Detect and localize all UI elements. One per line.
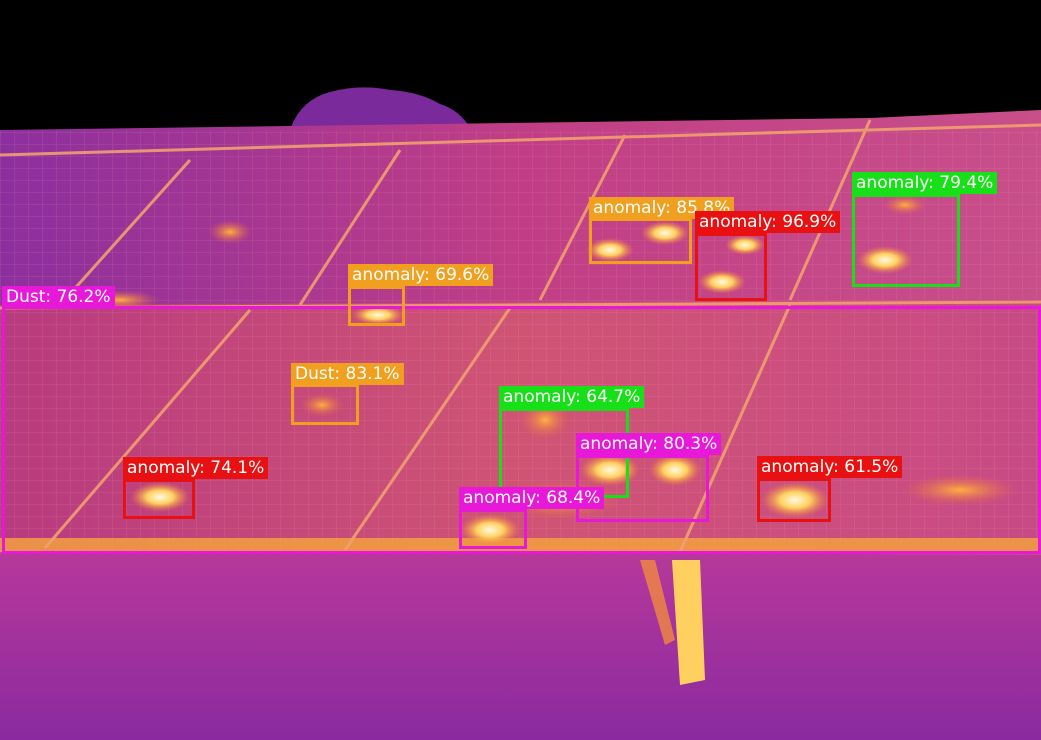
det-anomaly-741-label: anomaly: 74.1% [123, 457, 269, 479]
det-anomaly-794-box [852, 194, 960, 287]
det-anomaly-794-label: anomaly: 79.4% [852, 172, 998, 194]
det-anomaly-647-label: anomaly: 64.7% [499, 386, 645, 408]
det-dust-831-box [291, 384, 359, 425]
det-dust-762-label: Dust: 76.2% [2, 286, 115, 308]
det-anomaly-696-label: anomaly: 69.6% [348, 264, 494, 286]
det-anomaly-684-box [459, 509, 527, 549]
det-anomaly-696-box [348, 286, 405, 326]
det-anomaly-969-box [695, 233, 767, 301]
det-dust-831-label: Dust: 83.1% [291, 363, 404, 385]
det-anomaly-969-label: anomaly: 96.9% [695, 211, 841, 233]
det-anomaly-741-box [123, 479, 195, 519]
det-anomaly-615-box [757, 478, 831, 522]
det-anomaly-684-label: anomaly: 68.4% [459, 487, 605, 509]
det-anomaly-858-box [589, 218, 692, 264]
det-anomaly-803-label: anomaly: 80.3% [576, 433, 722, 455]
det-dust-762-box [2, 306, 1041, 554]
det-anomaly-615-label: anomaly: 61.5% [757, 456, 903, 478]
